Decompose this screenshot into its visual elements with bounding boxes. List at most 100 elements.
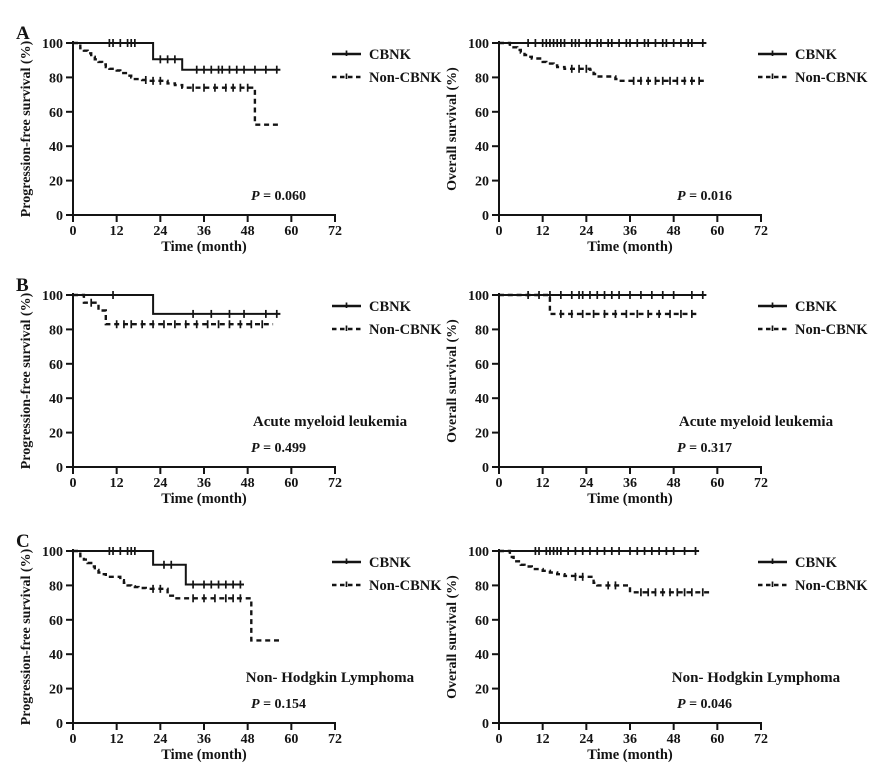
panel-C-os-x-tick-label: 48 bbox=[667, 732, 681, 747]
panel-C-pfs-x-tick-label: 24 bbox=[153, 732, 167, 747]
panel-B-pfs-p-value: P = 0.499 bbox=[251, 441, 306, 456]
panel-A-os-x-axis-title: Time (month) bbox=[587, 239, 673, 255]
panel-C-pfs-y-tick-label: 80 bbox=[49, 579, 63, 594]
panel-B-pfs-x-axis-title: Time (month) bbox=[161, 491, 247, 507]
panel-C-pfs-y-tick-label: 100 bbox=[42, 545, 63, 560]
panel-B-pfs-x-tick-label: 12 bbox=[110, 476, 124, 491]
panel-A-os-y-tick-label: 60 bbox=[475, 106, 489, 121]
panel-A-os-y-tick-label: 20 bbox=[475, 175, 489, 190]
panel-A-pfs-curve-non-cbnk bbox=[73, 41, 281, 126]
panel-B-pfs-y-axis-title: Progression-free survival (%) bbox=[19, 292, 34, 469]
panel-C-pfs-curve-non-cbnk bbox=[73, 549, 281, 642]
legend-label-non-cbnk: Non-CBNK bbox=[369, 578, 442, 594]
panel-A-os-x-tick-label: 48 bbox=[667, 224, 681, 239]
panel-C-pfs-y-tick-label: 60 bbox=[49, 614, 63, 629]
panel-A-pfs-x-tick-label: 48 bbox=[241, 224, 255, 239]
panel-B-pfs-x-tick-label: 48 bbox=[241, 476, 255, 491]
panel-C-os-x-tick-label: 36 bbox=[623, 732, 637, 747]
panel-B-os-y-axis-title: Overall survival (%) bbox=[445, 319, 460, 443]
panel-A-pfs-x-tick-label: 72 bbox=[328, 224, 342, 239]
panel-B-pfs-y-tick-label: 0 bbox=[56, 461, 63, 476]
legend-label-cbnk: CBNK bbox=[795, 47, 838, 63]
panel-B-pfs-curve-non-cbnk bbox=[73, 293, 274, 326]
panel-B-os-x-tick-label: 60 bbox=[710, 476, 724, 491]
panel-C-pfs-x-tick-label: 12 bbox=[110, 732, 124, 747]
panel-C-pfs-x-axis-title: Time (month) bbox=[161, 747, 247, 763]
panel-B-pfs-y-tick-label: 60 bbox=[49, 358, 63, 373]
panel-A-os-y-tick-label: 40 bbox=[475, 140, 489, 155]
panel-B-pfs-y-tick-label: 40 bbox=[49, 392, 63, 407]
panel-C-pfs-x-tick-label: 0 bbox=[70, 732, 77, 747]
panel-B-os-y-tick-label: 0 bbox=[482, 461, 489, 476]
panel-A-os-x-tick-label: 36 bbox=[623, 224, 637, 239]
panel-C-os-y-tick-label: 40 bbox=[475, 648, 489, 663]
panel-C-os-y-tick-label: 20 bbox=[475, 683, 489, 698]
panel-C-pfs-y-tick-label: 0 bbox=[56, 717, 63, 732]
panel-A-os-y-tick-label: 0 bbox=[482, 209, 489, 224]
panel-A-pfs-x-tick-label: 0 bbox=[70, 224, 77, 239]
panel-A-os-y-tick-label: 100 bbox=[468, 37, 489, 52]
panel-C-os-y-tick-label: 60 bbox=[475, 614, 489, 629]
panel-C-pfs-x-tick-label: 48 bbox=[241, 732, 255, 747]
panel-B-pfs-y-tick-label: 20 bbox=[49, 427, 63, 442]
panel-B-os-y-tick-label: 60 bbox=[475, 358, 489, 373]
panel-C-os-x-tick-label: 60 bbox=[710, 732, 724, 747]
panel-C-os-x-axis-title: Time (month) bbox=[587, 747, 673, 763]
panel-C-os-x-tick-label: 0 bbox=[496, 732, 503, 747]
panel-A-pfs-y-axis-title: Progression-free survival (%) bbox=[19, 40, 34, 217]
legend-label-non-cbnk: Non-CBNK bbox=[369, 322, 442, 338]
panel-A-os-curve-non-cbnk bbox=[499, 41, 707, 82]
panel-C-os-y-axis-title: Overall survival (%) bbox=[445, 575, 460, 699]
panel-A-os-x-tick-label: 12 bbox=[536, 224, 550, 239]
legend-label-cbnk: CBNK bbox=[369, 47, 412, 63]
legend-label-cbnk: CBNK bbox=[795, 555, 838, 571]
panel-B-pfs-x-tick-label: 72 bbox=[328, 476, 342, 491]
panel-C-pfs-x-tick-label: 36 bbox=[197, 732, 211, 747]
panel-C-pfs-y-tick-label: 20 bbox=[49, 683, 63, 698]
panel-C-os-x-tick-label: 12 bbox=[536, 732, 550, 747]
legend-label-non-cbnk: Non-CBNK bbox=[795, 70, 868, 86]
legend-label-non-cbnk: Non-CBNK bbox=[795, 322, 868, 338]
panel-C-pfs-p-value: P = 0.154 bbox=[251, 697, 306, 712]
panel-B-os-x-tick-label: 0 bbox=[496, 476, 503, 491]
panel-A-pfs-y-tick-label: 40 bbox=[49, 140, 63, 155]
panel-B-os-subtitle: Acute myeloid leukemia bbox=[679, 414, 834, 430]
panel-B-os-curve-non-cbnk bbox=[499, 293, 700, 316]
panel-A-pfs-x-tick-label: 24 bbox=[153, 224, 167, 239]
panel-A-os-x-tick-label: 24 bbox=[579, 224, 593, 239]
panel-C-os-y-tick-label: 0 bbox=[482, 717, 489, 732]
panel-A-pfs-x-tick-label: 36 bbox=[197, 224, 211, 239]
panel-A-pfs-curve-cbnk bbox=[73, 42, 281, 71]
panel-A-pfs-y-tick-label: 60 bbox=[49, 106, 63, 121]
panel-B-pfs-y-tick-label: 80 bbox=[49, 323, 63, 338]
panel-A-os-x-tick-label: 60 bbox=[710, 224, 724, 239]
panel-B-pfs-x-tick-label: 60 bbox=[284, 476, 298, 491]
panel-B-os-x-tick-label: 72 bbox=[754, 476, 768, 491]
panel-B-os-y-tick-label: 100 bbox=[468, 289, 489, 304]
panel-B-os-y-tick-label: 80 bbox=[475, 323, 489, 338]
panel-C-os-curve-non-cbnk bbox=[499, 549, 711, 594]
panel-A-os-y-tick-label: 80 bbox=[475, 71, 489, 86]
panel-A-pfs-x-tick-label: 60 bbox=[284, 224, 298, 239]
panel-B-pfs-y-tick-label: 100 bbox=[42, 289, 63, 304]
panel-C-os-y-tick-label: 80 bbox=[475, 579, 489, 594]
panel-B-os-x-tick-label: 12 bbox=[536, 476, 550, 491]
panel-C-pfs-subtitle: Non- Hodgkin Lymphoma bbox=[246, 670, 415, 686]
legend-label-cbnk: CBNK bbox=[369, 555, 412, 571]
panel-B-pfs-x-tick-label: 0 bbox=[70, 476, 77, 491]
panel-C-os-x-tick-label: 72 bbox=[754, 732, 768, 747]
panel-B-os-y-tick-label: 20 bbox=[475, 427, 489, 442]
panel-A-os-x-tick-label: 0 bbox=[496, 224, 503, 239]
legend-label-cbnk: CBNK bbox=[795, 299, 838, 315]
panel-B-pfs-x-tick-label: 36 bbox=[197, 476, 211, 491]
panel-A-pfs-p-value: P = 0.060 bbox=[251, 189, 306, 204]
panel-C-os-subtitle: Non- Hodgkin Lymphoma bbox=[672, 670, 841, 686]
panel-B-os-y-tick-label: 40 bbox=[475, 392, 489, 407]
panel-C-pfs-x-tick-label: 60 bbox=[284, 732, 298, 747]
legend-label-cbnk: CBNK bbox=[369, 299, 412, 315]
panel-letter-B: B bbox=[16, 275, 29, 296]
panel-C-pfs-y-tick-label: 40 bbox=[49, 648, 63, 663]
panel-B-os-x-tick-label: 36 bbox=[623, 476, 637, 491]
panel-A-pfs-x-axis-title: Time (month) bbox=[161, 239, 247, 255]
